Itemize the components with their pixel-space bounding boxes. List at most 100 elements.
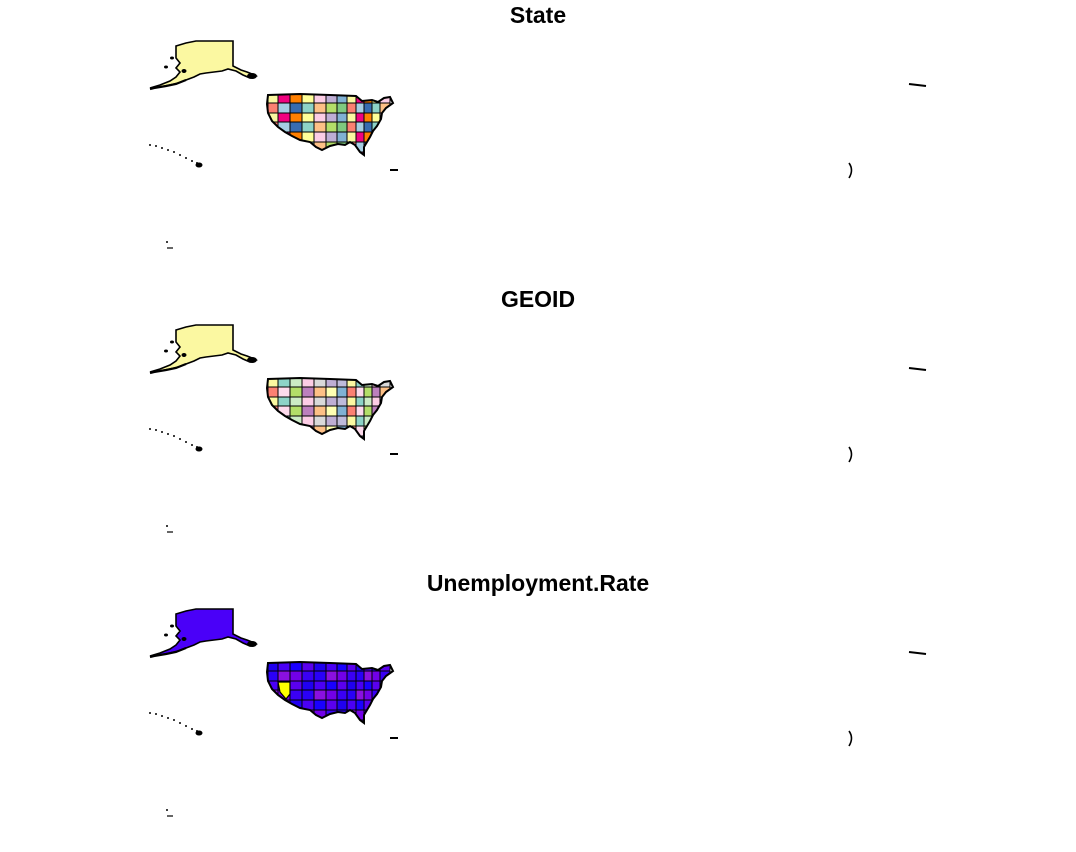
alaska-island xyxy=(164,65,168,69)
map-panel-geoid: GEOID xyxy=(0,284,1076,568)
state-shape xyxy=(267,689,279,701)
state-shape xyxy=(363,435,373,439)
state-shape xyxy=(336,112,348,123)
hawaii-big-island xyxy=(195,730,203,736)
state-shape xyxy=(267,415,279,427)
alaska-island xyxy=(170,340,174,344)
hawaii-islet xyxy=(161,147,163,149)
alaska-island xyxy=(164,349,168,353)
state-shape xyxy=(379,709,391,721)
state-shape xyxy=(363,405,373,417)
state-shape xyxy=(346,112,357,123)
state-shape xyxy=(289,680,303,691)
state-shape xyxy=(267,151,279,155)
hawaii-islet xyxy=(155,145,157,147)
state-shape xyxy=(313,435,327,439)
state-shape xyxy=(371,141,381,153)
state-shape xyxy=(363,102,373,114)
state-shape xyxy=(301,112,315,123)
state-shape xyxy=(336,386,348,398)
state-shape xyxy=(301,719,315,723)
alaska-island xyxy=(181,637,187,641)
state-shape xyxy=(336,680,348,691)
state-shape xyxy=(336,415,348,427)
state-shape xyxy=(289,121,303,133)
state-shape xyxy=(277,396,291,407)
state-shape xyxy=(371,670,381,682)
state-shape xyxy=(336,396,348,407)
aleutian-chain xyxy=(149,362,187,375)
state-shape xyxy=(371,386,381,398)
choropleth-map xyxy=(149,324,927,533)
contiguous-us-outline xyxy=(265,92,395,157)
pacific-territory-mark xyxy=(908,651,927,655)
territory-mark xyxy=(166,241,168,243)
state-shape xyxy=(355,121,365,133)
hawaii-islet xyxy=(149,712,151,714)
alaska-shape xyxy=(149,40,259,89)
state-shape xyxy=(336,699,348,711)
state-shape xyxy=(379,131,391,143)
state-shape xyxy=(313,719,327,723)
hawaii-islet xyxy=(179,154,181,156)
state-shape xyxy=(277,435,291,439)
state-shape xyxy=(371,709,381,721)
state-shape xyxy=(346,151,357,155)
state-shape xyxy=(371,415,381,427)
state-shape xyxy=(379,689,391,701)
contiguous-us-states xyxy=(267,94,391,155)
alaska-shape xyxy=(149,324,259,373)
southeast-alaska-islands xyxy=(247,357,257,363)
hawaii-islet xyxy=(167,149,169,151)
state-shape xyxy=(277,425,291,437)
state-shape xyxy=(371,396,381,407)
state-shape xyxy=(346,719,357,723)
state-shape xyxy=(363,670,373,682)
state-shape xyxy=(267,699,279,711)
state-shape xyxy=(313,131,327,143)
state-shape xyxy=(325,689,338,701)
state-shape xyxy=(289,719,303,723)
map-panel-unemployment-rate: Unemployment.Rate xyxy=(0,568,1076,852)
state-shape xyxy=(371,435,381,439)
choropleth-map xyxy=(149,608,927,817)
alaska-island xyxy=(181,353,187,357)
state-shape xyxy=(336,151,348,155)
state-shape xyxy=(267,141,279,153)
state-shape xyxy=(313,386,327,398)
hawaii-islet xyxy=(155,713,157,715)
hawaii-islet xyxy=(161,431,163,433)
state-shape xyxy=(301,680,315,691)
hawaii-islet xyxy=(191,728,193,730)
state-shape xyxy=(277,112,291,123)
state-shape xyxy=(379,435,391,439)
state-shape xyxy=(325,102,338,114)
hawaii-islet xyxy=(179,722,181,724)
state-shape xyxy=(379,405,391,417)
state-shape xyxy=(301,102,315,114)
state-shape xyxy=(379,141,391,153)
state-shape xyxy=(277,102,291,114)
state-shape xyxy=(325,435,338,439)
state-shape xyxy=(289,435,303,439)
state-shape xyxy=(301,396,315,407)
state-shape xyxy=(313,396,327,407)
state-shape xyxy=(267,121,279,133)
state-shape xyxy=(277,681,291,700)
state-shape xyxy=(325,151,338,155)
state-shape xyxy=(346,386,357,398)
state-shape xyxy=(346,121,357,133)
state-shape xyxy=(363,386,373,398)
state-shape xyxy=(346,415,357,427)
alaska-shape xyxy=(149,608,259,657)
state-shape xyxy=(267,670,279,682)
hawaii-islet xyxy=(149,144,151,146)
state-shape xyxy=(313,699,327,711)
state-shape xyxy=(313,680,327,691)
state-shape xyxy=(267,102,279,114)
state-shape xyxy=(355,396,365,407)
state-shape xyxy=(355,102,365,114)
state-shape xyxy=(336,719,348,723)
state-shape xyxy=(336,689,348,701)
aleutian-chain xyxy=(149,78,187,91)
